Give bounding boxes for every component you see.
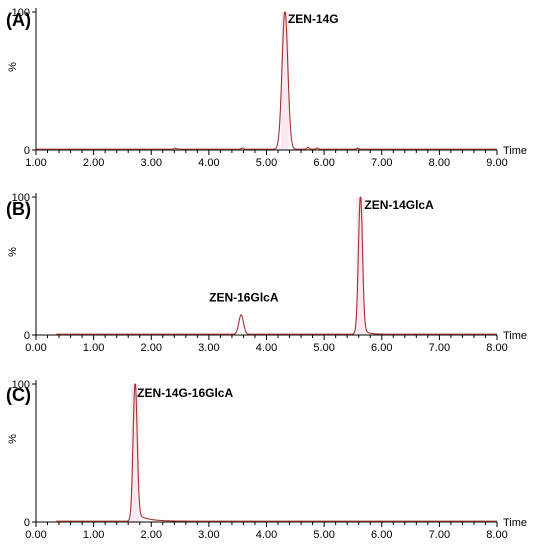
x-tick-label: 2.00 [141,342,162,354]
x-tick-label: 4.00 [256,529,277,541]
peak-label: ZEN-14G [288,12,339,26]
chromatogram-trace [55,383,498,522]
x-axis-label: Time [503,145,527,157]
x-tick-label: 1.00 [83,342,104,354]
x-tick-label: 7.00 [429,529,450,541]
x-tick-label: 6.00 [371,342,392,354]
x-axis-label: Time [503,517,527,529]
x-tick-label: 4.00 [256,342,277,354]
x-tick-label: 1.00 [25,157,46,169]
peak-highlight [356,197,365,335]
x-tick-label: 6.00 [371,529,392,541]
x-tick-label: 5.00 [313,529,334,541]
y-tick-label: 100 [12,379,30,391]
chromatogram-trace [35,11,498,150]
x-tick-label: 9.00 [486,157,507,169]
x-tick-label: 2.00 [141,529,162,541]
y-tick-label: 0 [24,330,30,342]
panel-label: (C) [6,385,31,405]
x-tick-label: 7.00 [429,342,450,354]
peak-highlight [131,384,140,522]
panel-label: (A) [6,10,31,30]
y-tick-label: 0 [24,145,30,157]
y-axis-label: % [7,62,19,72]
x-tick-label: 3.00 [198,529,219,541]
y-tick-label: 100 [12,7,30,19]
x-tick-label: 6.00 [313,157,334,169]
x-tick-label: 4.00 [198,157,219,169]
x-tick-label: 0.00 [25,342,46,354]
x-tick-label: 1.00 [83,529,104,541]
x-tick-label: 0.00 [25,529,46,541]
y-tick-label: 100 [12,192,30,204]
y-axis-label: % [7,434,19,444]
peak-label: ZEN-14GlcA [364,198,434,212]
x-tick-label: 7.00 [371,157,392,169]
x-tick-label: 3.00 [141,157,162,169]
chromatogram-panel: 0 100% 1.00 2.00 3.00 4.00 5.00 6.00 7.00 8.00 9.0… [6,7,527,169]
peak-label: ZEN-16GlcA [209,291,279,305]
x-axis-label: Time [503,330,527,342]
x-tick-label: 8.00 [486,529,507,541]
x-tick-label: 5.00 [313,342,334,354]
chromatogram-panel: 0 100% 0.00 1.00 2.00 3.00 4.00 5.00 6.00 7.00 8.0… [6,379,527,541]
x-tick-label: 8.00 [429,157,450,169]
x-tick-label: 5.00 [256,157,277,169]
chromatogram-trace [55,196,498,335]
peak-highlight [280,12,289,150]
x-tick-label: 3.00 [198,342,219,354]
peak-label: ZEN-14G-16GlcA [137,386,233,400]
panel-label: (B) [6,199,31,219]
y-axis-label: % [7,247,19,257]
x-tick-label: 2.00 [83,157,104,169]
chromatogram-panel: 0 100% 0.00 1.00 2.00 3.00 4.00 5.00 6.00 7.00 8.0… [6,192,527,354]
x-tick-label: 8.00 [486,342,507,354]
y-tick-label: 0 [24,517,30,529]
